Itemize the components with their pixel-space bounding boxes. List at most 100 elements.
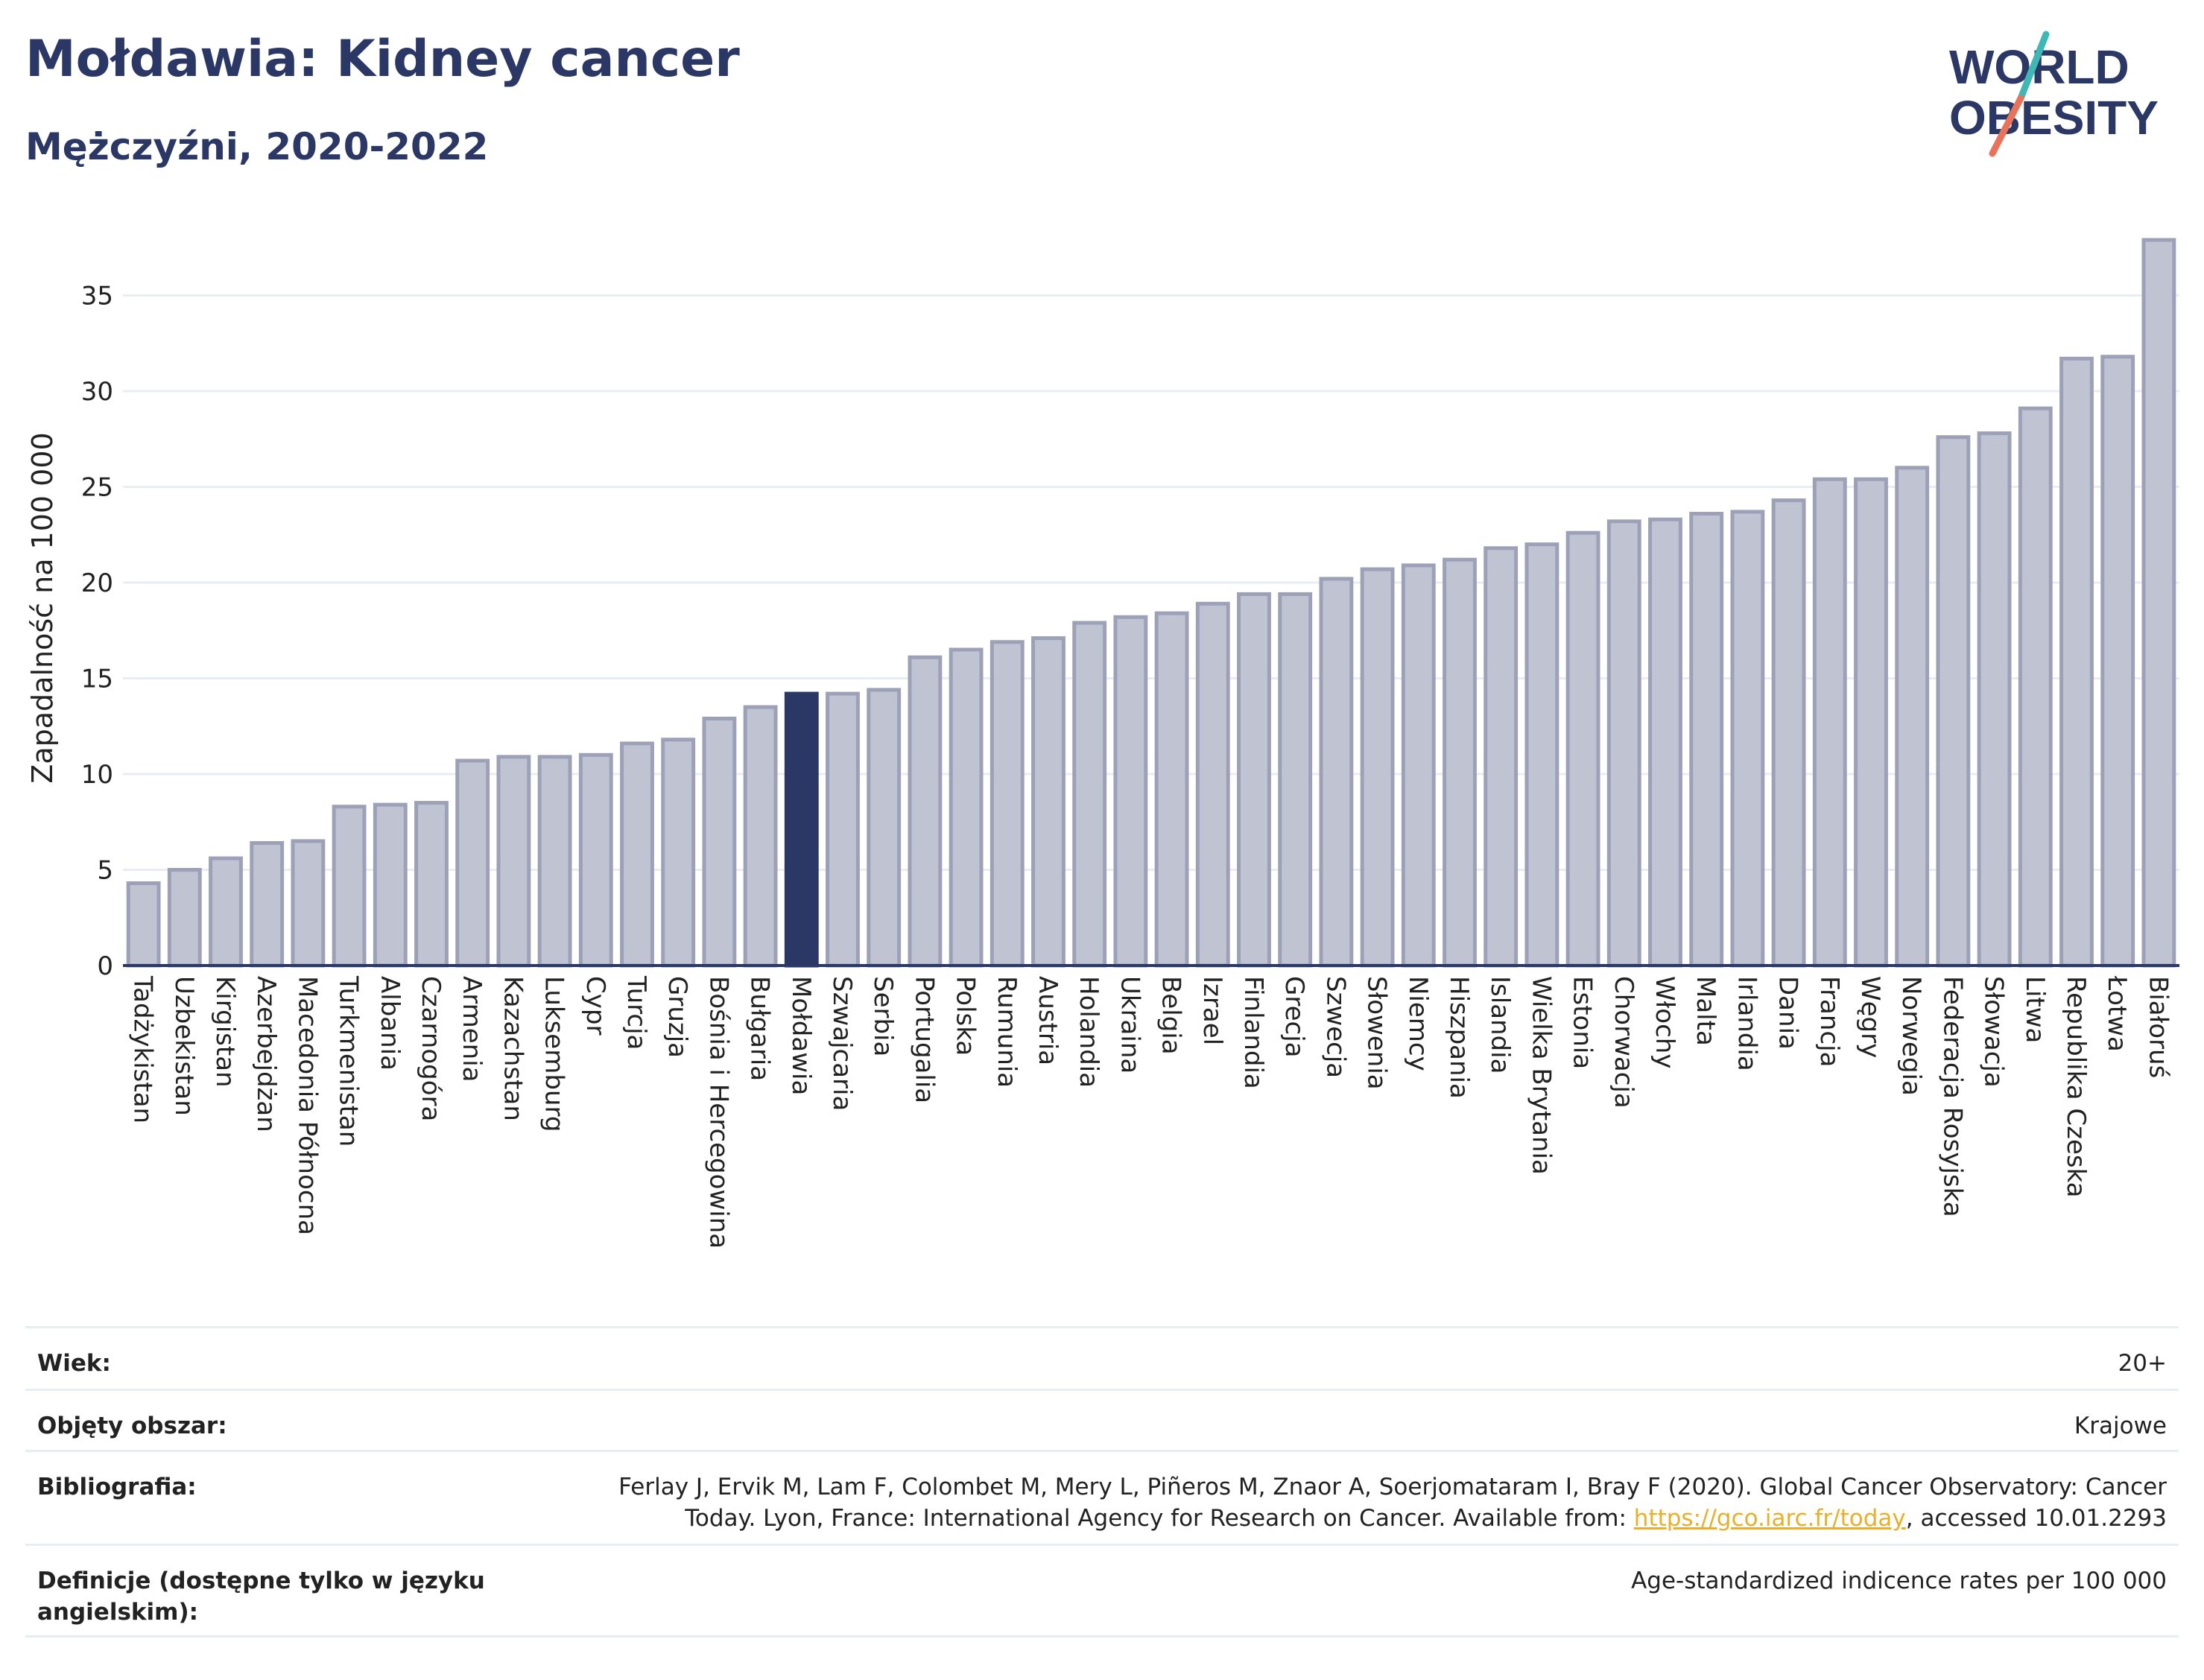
- bar: [250, 841, 285, 968]
- x-tick-label: Rumunia: [992, 976, 1022, 1088]
- chart-subtitle: Mężczyźni, 2020-2022: [25, 125, 489, 168]
- bar: [1936, 435, 1971, 968]
- bar: [702, 716, 737, 968]
- bar: [1237, 592, 1271, 968]
- bar: [867, 688, 902, 968]
- x-tick-label: Szwajcaria: [827, 976, 857, 1111]
- bar: [1771, 498, 1806, 968]
- y-tick-label: 15: [81, 665, 113, 694]
- bar: [1483, 546, 1519, 968]
- bar: [784, 691, 819, 968]
- bar: [2141, 238, 2176, 968]
- x-tick-label: Irlandia: [1732, 976, 1761, 1071]
- x-tick-label: Luksemburg: [539, 976, 569, 1132]
- bar: [1154, 611, 1189, 968]
- bar: [332, 805, 367, 968]
- bar: [1812, 477, 1847, 968]
- bar: [661, 738, 696, 968]
- x-tick-label: Republika Czeska: [2061, 976, 2091, 1198]
- x-tick-label: Niemcy: [1403, 976, 1433, 1071]
- bar-chart: 0 5 10 15 20 25 30 35 Zapadalność na 100 000 Tadż…: [26, 238, 2179, 1249]
- bar: [826, 691, 860, 968]
- bibliography-line2: Today. Lyon, France: International Agenc…: [685, 1505, 2167, 1532]
- x-tick-label: Armenia: [457, 976, 487, 1083]
- x-tick-label: Bośnia i Hercegowina: [703, 976, 733, 1249]
- bibliography-line1: Ferlay J, Ervik M, Lam F, Colombet M, Me…: [618, 1474, 2167, 1500]
- bar: [1565, 530, 1600, 968]
- bar: [455, 758, 490, 968]
- x-tick-label: Mołdawia: [786, 976, 816, 1095]
- bar: [1648, 517, 1682, 968]
- x-tick-label: Norwegia: [1896, 976, 1926, 1096]
- x-tick-label: Tadżykistan: [128, 975, 158, 1123]
- bar: [1031, 636, 1065, 968]
- x-tick-label: Austria: [1033, 976, 1063, 1065]
- info-label-area: Objęty obszar:: [37, 1413, 227, 1439]
- bar: [1360, 567, 1395, 968]
- bar: [620, 741, 654, 968]
- bar: [1072, 621, 1107, 968]
- x-tick-label: Macedonia Północna: [292, 976, 322, 1235]
- bar: [167, 868, 202, 968]
- x-tick-label: Hiszpania: [1444, 976, 1474, 1099]
- x-tick-label: Łotwa: [2102, 975, 2132, 1052]
- info-row-age: Wiek: 20+: [25, 1326, 2179, 1389]
- y-tick-label: 10: [81, 760, 113, 790]
- y-tick-label: 35: [81, 282, 113, 311]
- x-tick-label: Belgia: [1156, 976, 1186, 1055]
- x-tick-label: Słowenia: [1362, 976, 1392, 1090]
- y-tick-label: 20: [81, 568, 113, 598]
- bar: [949, 647, 984, 968]
- bar: [126, 881, 161, 968]
- x-tick-label: Francja: [1814, 976, 1844, 1067]
- x-tick-label: Turcja: [621, 975, 651, 1050]
- x-tick-label: Federacja Rosyjska: [1937, 976, 1967, 1217]
- bar: [1195, 601, 1230, 968]
- x-tick-label: Serbia: [868, 976, 898, 1056]
- logo-slash-red: [1989, 95, 2024, 157]
- bar: [1443, 557, 1477, 968]
- bar: [496, 755, 531, 968]
- bar: [373, 802, 408, 968]
- x-tick-label: Czarnogóra: [416, 976, 446, 1121]
- x-tick-label: Szwecja: [1320, 976, 1350, 1078]
- x-tick-label: Turkmenistan: [334, 975, 364, 1147]
- bar: [1730, 510, 1765, 968]
- info-value-definitions: Age-standardized indicence rates per 100…: [1631, 1568, 2167, 1594]
- bar: [908, 655, 943, 968]
- x-tick-label: Chorwacja: [1609, 976, 1638, 1109]
- x-tick-label: Malta: [1691, 976, 1720, 1046]
- bar: [1524, 542, 1559, 968]
- bar: [1278, 592, 1313, 968]
- bar: [414, 801, 449, 968]
- x-tick-label: Dania: [1773, 976, 1803, 1050]
- bar: [291, 839, 326, 968]
- x-tick-label: Bułgaria: [745, 976, 775, 1081]
- x-tick-label: Albania: [375, 976, 405, 1071]
- x-tick-label: Grecja: [1279, 976, 1309, 1057]
- y-tick-label: 30: [81, 377, 113, 407]
- x-tick-label: Izrael: [1197, 976, 1227, 1045]
- info-value-area: Krajowe: [2074, 1413, 2167, 1439]
- x-tick-label: Gruzja: [662, 976, 692, 1058]
- bar: [209, 856, 243, 968]
- x-tick-label: Wielka Brytania: [1526, 976, 1556, 1175]
- x-tick-label: Polska: [951, 976, 981, 1056]
- bar: [2018, 406, 2053, 968]
- bar: [1319, 577, 1354, 968]
- chart-title: Mołdawia: Kidney cancer: [25, 30, 740, 89]
- bar: [1401, 563, 1436, 968]
- x-tick-label: Ukraina: [1115, 976, 1144, 1074]
- logo-line2: OBESITY: [1949, 91, 2159, 145]
- x-tick-label: Islandia: [1485, 976, 1515, 1074]
- x-tick-label: Kazachstan: [498, 976, 528, 1121]
- world-obesity-logo: WORLD OBESITY: [1949, 31, 2159, 157]
- source-link[interactable]: https://gco.iarc.fr/today: [1633, 1505, 1906, 1532]
- bar: [578, 752, 613, 968]
- x-tick-label: Włochy: [1650, 976, 1679, 1068]
- x-tick-label: Holandia: [1074, 976, 1103, 1088]
- info-row-bibliography: Bibliografia: Ferlay J, Ervik M, Lam F, …: [25, 1450, 2179, 1544]
- x-tick-label: Uzbekistan: [169, 976, 199, 1116]
- y-axis-label: Zapadalność na 100 000: [26, 432, 59, 783]
- info-label-age: Wiek:: [37, 1350, 111, 1377]
